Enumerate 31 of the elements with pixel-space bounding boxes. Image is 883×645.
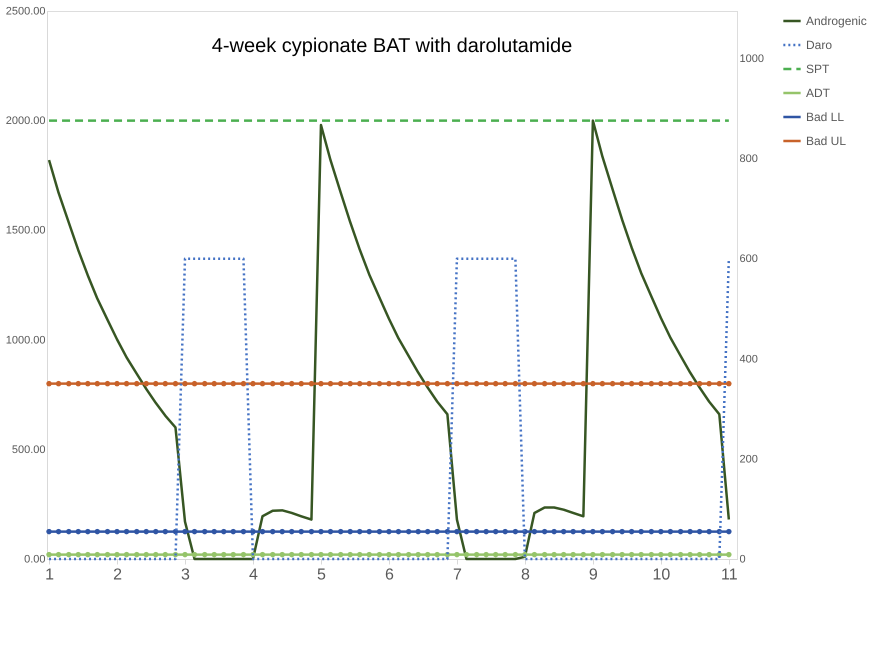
y2-tick-label: 200 bbox=[740, 453, 758, 466]
y-tick-label: 500.00 bbox=[12, 444, 46, 456]
x-tick-label: 1 bbox=[45, 566, 54, 584]
x-tick-label: 5 bbox=[317, 566, 326, 584]
x-tick-label: 8 bbox=[520, 566, 530, 584]
x-tick-label: 9 bbox=[588, 566, 598, 584]
y2-tick-label: 1000 bbox=[740, 53, 764, 66]
x-tick-label: 6 bbox=[384, 566, 394, 584]
x-tick-label: 4 bbox=[249, 566, 258, 584]
y2-tick-label: 400 bbox=[740, 353, 758, 366]
legend-label: SPT bbox=[806, 62, 830, 76]
y-tick-label: 2500.00 bbox=[6, 6, 46, 18]
legend-label: Bad UL bbox=[806, 134, 846, 148]
x-tick-label: 11 bbox=[721, 566, 738, 584]
y-tick-label: 2000.00 bbox=[6, 115, 46, 128]
line-series bbox=[48, 119, 730, 560]
legend-label: ADT bbox=[806, 86, 831, 100]
legend-label: Androgenic bbox=[806, 14, 867, 28]
legend-label: Bad LL bbox=[806, 110, 844, 124]
y2-tick-label: 800 bbox=[740, 153, 758, 166]
y-tick-label: 1000.00 bbox=[6, 334, 46, 346]
y2-tick-label: 600 bbox=[740, 253, 758, 266]
x-tick-label: 3 bbox=[181, 566, 190, 584]
text: 4-week cypionate BAT with darolutamide bbox=[212, 35, 572, 57]
x-tick-label: 10 bbox=[652, 566, 670, 584]
x-tick-label: 2 bbox=[113, 566, 122, 584]
x-tick-label: 7 bbox=[452, 566, 462, 584]
y2-tick-label: 0 bbox=[740, 554, 746, 566]
y-tick-label: 0.00 bbox=[24, 554, 46, 566]
y-tick-label: 1500.00 bbox=[6, 224, 46, 237]
legend-label: Daro bbox=[806, 38, 832, 52]
